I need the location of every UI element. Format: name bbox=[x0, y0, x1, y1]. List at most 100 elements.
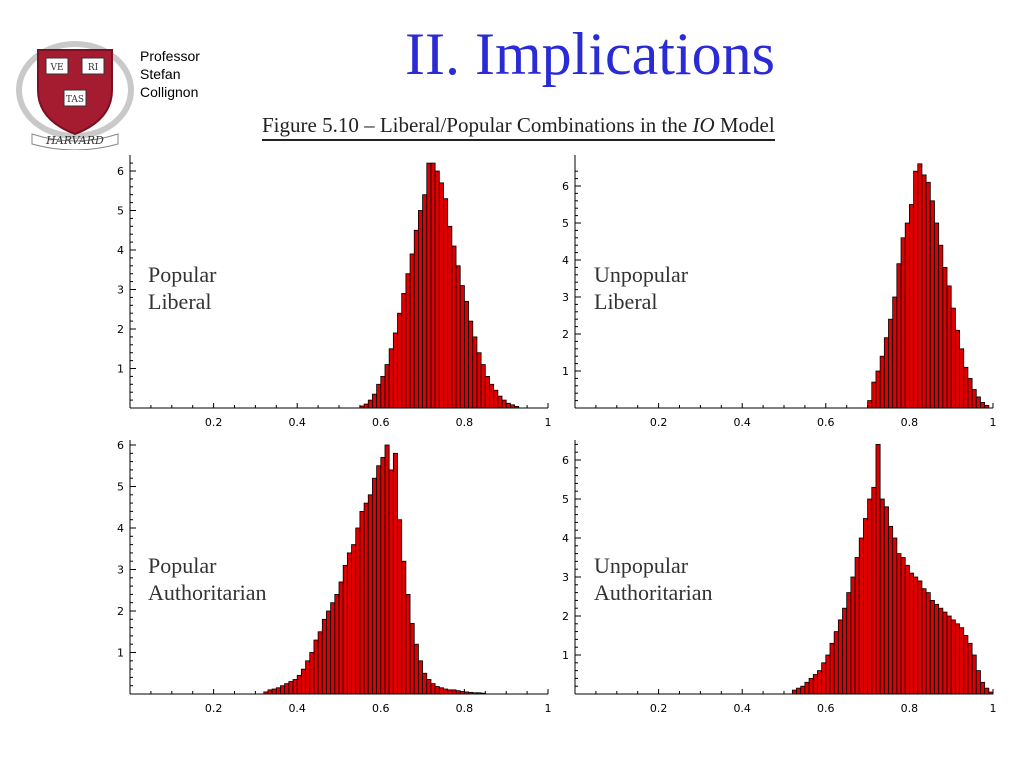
histogram-bar bbox=[363, 502, 369, 695]
laurel-wreath bbox=[16, 41, 134, 139]
histogram-bar bbox=[938, 607, 944, 695]
histogram-bar bbox=[392, 452, 398, 695]
histogram-bar bbox=[363, 403, 369, 409]
histogram-bar bbox=[351, 544, 357, 695]
histogram-bar bbox=[372, 477, 378, 695]
histogram-bar bbox=[514, 406, 520, 409]
x-tick-label: 1 bbox=[545, 416, 552, 429]
histogram-bar bbox=[267, 689, 273, 695]
histogram-bar bbox=[447, 689, 453, 695]
y-tick-label: 4 bbox=[117, 522, 124, 535]
histogram-bar bbox=[942, 266, 948, 409]
panel-label: Liberal bbox=[148, 289, 212, 314]
histogram-bar bbox=[934, 222, 940, 409]
histogram-bar bbox=[292, 679, 298, 695]
histogram-bar bbox=[455, 265, 461, 409]
histogram-bar bbox=[871, 381, 877, 409]
histogram-bar bbox=[447, 225, 453, 409]
histogram-bar bbox=[434, 170, 440, 409]
x-tick-label: 1 bbox=[545, 702, 552, 715]
histogram-bar bbox=[409, 623, 415, 695]
histogram-bar bbox=[892, 537, 898, 695]
y-tick-label: 1 bbox=[562, 649, 569, 662]
histogram-bar bbox=[950, 619, 956, 695]
book-bottom bbox=[63, 89, 87, 107]
histogram-bar bbox=[971, 389, 977, 409]
histogram-bar bbox=[284, 683, 290, 695]
histogram-bar bbox=[384, 364, 390, 409]
histogram-bar bbox=[883, 337, 889, 409]
histogram-bar bbox=[959, 627, 965, 695]
histogram-bar bbox=[946, 285, 952, 409]
histogram-bar bbox=[842, 607, 848, 695]
histogram-bar bbox=[413, 643, 419, 695]
book-right bbox=[81, 57, 105, 75]
histogram-bar bbox=[825, 654, 831, 695]
slide-title: II. Implications bbox=[405, 21, 775, 87]
histogram-bar bbox=[984, 405, 990, 409]
histogram-bar bbox=[879, 498, 885, 695]
x-tick-label: 0.2 bbox=[650, 416, 668, 429]
y-tick-label: 1 bbox=[562, 365, 569, 378]
histogram-bar bbox=[871, 486, 877, 695]
histogram-bar bbox=[275, 687, 281, 695]
histogram-bar bbox=[954, 329, 960, 409]
y-tick-label: 3 bbox=[117, 284, 124, 297]
histogram-bar bbox=[367, 494, 373, 695]
y-tick-label: 1 bbox=[117, 647, 124, 660]
histogram-bar bbox=[430, 683, 436, 695]
shield-text-ve: VE bbox=[49, 63, 63, 73]
histogram-bar bbox=[489, 383, 495, 409]
histogram-bar bbox=[925, 592, 931, 695]
y-tick-label: 6 bbox=[117, 439, 124, 452]
panel-label: Authoritarian bbox=[148, 580, 267, 605]
histogram-bar bbox=[418, 210, 424, 409]
banner-text: HARVARD bbox=[45, 134, 104, 147]
histogram-bar bbox=[422, 672, 428, 695]
y-tick-label: 1 bbox=[117, 363, 124, 376]
x-tick-label: 0.6 bbox=[817, 702, 835, 715]
x-tick-label: 0.8 bbox=[456, 702, 474, 715]
histogram-bar bbox=[397, 312, 403, 409]
histogram-bar bbox=[493, 389, 499, 409]
histogram-bar bbox=[888, 318, 894, 409]
y-tick-label: 6 bbox=[562, 180, 569, 193]
x-tick-label: 0.8 bbox=[456, 416, 474, 429]
histogram-bar bbox=[346, 552, 352, 695]
histogram-bar bbox=[330, 602, 336, 695]
histogram-bar bbox=[917, 580, 923, 695]
histogram-bar bbox=[468, 320, 474, 409]
x-tick-label: 0.2 bbox=[205, 702, 223, 715]
histogram-bar bbox=[384, 444, 390, 695]
x-tick-label: 0.2 bbox=[205, 416, 223, 429]
histogram-bar bbox=[867, 400, 873, 409]
histogram-bar bbox=[954, 623, 960, 695]
histogram-bar bbox=[376, 383, 382, 409]
y-tick-label: 4 bbox=[562, 532, 569, 545]
histogram-bar bbox=[980, 681, 986, 695]
histogram-bar bbox=[451, 245, 457, 409]
histogram-bar bbox=[804, 681, 810, 695]
histogram-bar bbox=[463, 691, 469, 695]
histogram-bar bbox=[909, 572, 914, 695]
histogram-bar bbox=[791, 689, 797, 695]
histogram-bar bbox=[917, 163, 923, 409]
panel-label: Unpopular bbox=[594, 553, 689, 578]
x-tick-label: 0.8 bbox=[901, 416, 919, 429]
panel-label: Unpopular bbox=[594, 262, 689, 287]
panel-label: Popular bbox=[148, 553, 217, 578]
author-line: Professor bbox=[140, 48, 200, 64]
histogram-bar bbox=[921, 174, 927, 409]
histogram-bar bbox=[975, 670, 981, 695]
histogram-bar bbox=[426, 679, 432, 695]
histogram-bar bbox=[438, 182, 444, 409]
histogram-bar bbox=[875, 370, 881, 409]
histogram-bar bbox=[392, 332, 398, 409]
y-tick-label: 2 bbox=[562, 610, 569, 623]
histogram-bar bbox=[846, 592, 852, 695]
histogram-bar bbox=[963, 366, 969, 409]
panel-label: Liberal bbox=[594, 289, 658, 314]
histogram-bar bbox=[443, 198, 449, 409]
histogram-bar bbox=[867, 498, 873, 695]
